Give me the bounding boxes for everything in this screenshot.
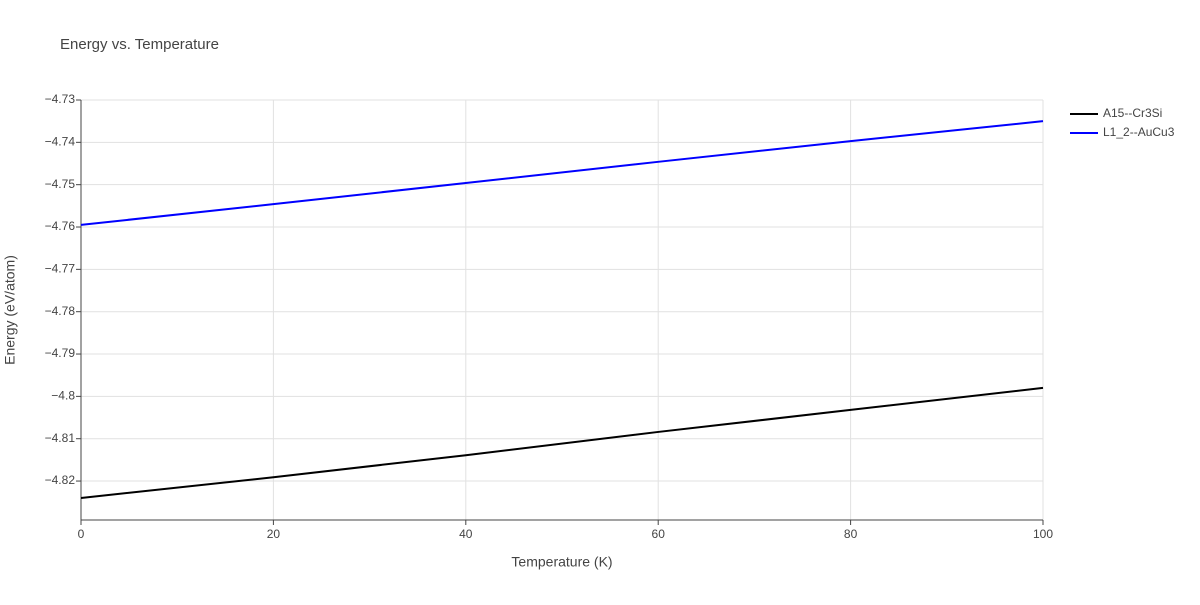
y-tick-label: −4.73 <box>45 92 76 106</box>
data-line <box>80 386 1044 499</box>
y-axis-label: Energy (eV/atom) <box>2 255 18 365</box>
y-tick-label: −4.76 <box>45 219 76 233</box>
y-tick-label: −4.77 <box>45 262 76 276</box>
x-tick-label: 60 <box>652 527 666 541</box>
x-axis-label: Temperature (K) <box>511 554 612 570</box>
data-line <box>80 120 1044 226</box>
x-tick-label: 80 <box>844 527 858 541</box>
x-tick-label: 0 <box>78 527 85 541</box>
legend-label[interactable]: L1_2--AuCu3 <box>1103 125 1175 139</box>
y-tick-label: −4.78 <box>45 304 76 318</box>
legend-label[interactable]: A15--Cr3Si <box>1103 106 1162 120</box>
y-tick-label: −4.82 <box>45 473 76 487</box>
y-tick-label: −4.79 <box>45 346 76 360</box>
y-tick-label: −4.74 <box>45 135 76 149</box>
y-tick-label: −4.75 <box>45 177 76 191</box>
y-tick-label: −4.81 <box>45 431 76 445</box>
x-tick-label: 100 <box>1033 527 1053 541</box>
chart-title: Energy vs. Temperature <box>60 36 219 53</box>
x-tick-label: 40 <box>459 527 473 541</box>
x-tick-label: 20 <box>267 527 281 541</box>
y-tick-label: −4.8 <box>51 389 75 403</box>
